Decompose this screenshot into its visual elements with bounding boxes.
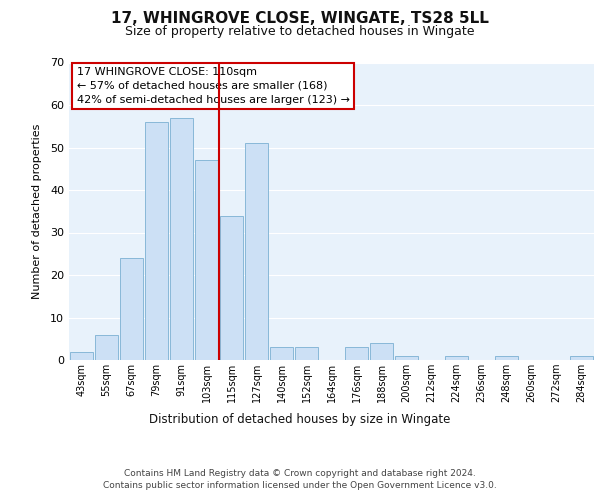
Text: 17 WHINGROVE CLOSE: 110sqm
← 57% of detached houses are smaller (168)
42% of sem: 17 WHINGROVE CLOSE: 110sqm ← 57% of deta…: [77, 67, 350, 105]
Text: Distribution of detached houses by size in Wingate: Distribution of detached houses by size …: [149, 412, 451, 426]
Bar: [170, 118, 193, 360]
Bar: [70, 352, 94, 360]
Bar: [194, 160, 218, 360]
Text: Size of property relative to detached houses in Wingate: Size of property relative to detached ho…: [125, 25, 475, 38]
Bar: [395, 356, 418, 360]
Bar: [445, 356, 469, 360]
Bar: [494, 356, 518, 360]
Bar: [245, 143, 268, 360]
Bar: [344, 347, 368, 360]
Bar: [145, 122, 169, 360]
Text: Contains HM Land Registry data © Crown copyright and database right 2024.: Contains HM Land Registry data © Crown c…: [124, 469, 476, 478]
Text: Contains public sector information licensed under the Open Government Licence v3: Contains public sector information licen…: [103, 481, 497, 490]
Bar: [119, 258, 143, 360]
Bar: [220, 216, 244, 360]
Y-axis label: Number of detached properties: Number of detached properties: [32, 124, 41, 299]
Bar: [95, 334, 118, 360]
Bar: [269, 347, 293, 360]
Bar: [295, 347, 319, 360]
Text: 17, WHINGROVE CLOSE, WINGATE, TS28 5LL: 17, WHINGROVE CLOSE, WINGATE, TS28 5LL: [111, 11, 489, 26]
Bar: [569, 356, 593, 360]
Bar: [370, 343, 394, 360]
